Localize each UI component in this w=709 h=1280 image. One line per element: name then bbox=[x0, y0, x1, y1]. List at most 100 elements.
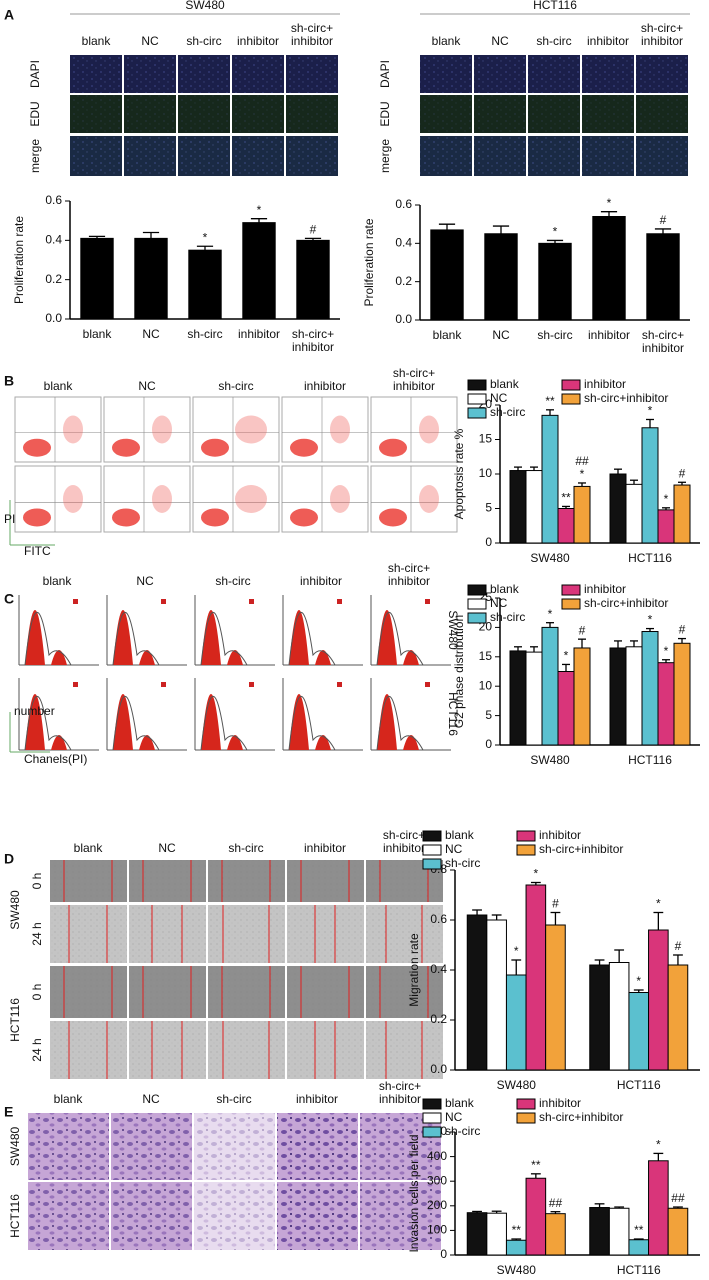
scratch-texture bbox=[287, 905, 364, 963]
error-bar bbox=[614, 949, 625, 963]
histogram-fit bbox=[376, 612, 424, 666]
micrograph-texture bbox=[286, 95, 338, 133]
histogram-fit bbox=[200, 696, 248, 751]
error-bar bbox=[614, 468, 622, 474]
error-bar bbox=[472, 1210, 482, 1213]
scratch-texture bbox=[366, 1021, 443, 1079]
cell-cluster bbox=[290, 508, 318, 527]
histogram-fit bbox=[288, 612, 336, 666]
bar bbox=[296, 239, 330, 320]
bar bbox=[545, 1213, 566, 1256]
significance: * bbox=[648, 613, 653, 627]
scratch-texture bbox=[129, 966, 206, 1018]
panel-label: C bbox=[4, 591, 14, 607]
stain-label: DAPI bbox=[378, 60, 392, 88]
condition-label: sh-circ+ inhibitor bbox=[641, 21, 683, 48]
y-tick-label: 0.0 bbox=[395, 312, 412, 326]
error-bar bbox=[653, 1152, 664, 1161]
bar bbox=[573, 485, 591, 544]
y-tick-label: 0.6 bbox=[395, 197, 412, 211]
condition-label: inhibitor bbox=[300, 574, 342, 588]
y-tick-label: 5 bbox=[485, 501, 492, 515]
significance: * bbox=[664, 644, 669, 658]
panel-label: B bbox=[4, 373, 14, 389]
cell-line-header: HCT116 bbox=[533, 0, 577, 12]
cycle-axis-label: number bbox=[14, 704, 55, 718]
legend-swatch bbox=[516, 1098, 536, 1110]
error-bar bbox=[304, 237, 322, 241]
time-label: 0 h bbox=[30, 984, 44, 1001]
y-tick-label: 400 bbox=[427, 1149, 447, 1163]
condition-label: inhibitor bbox=[237, 34, 279, 48]
error-bar bbox=[678, 637, 686, 644]
significance: # bbox=[679, 623, 686, 637]
micrograph-texture bbox=[420, 55, 472, 93]
micrograph-texture bbox=[70, 55, 122, 93]
bar bbox=[80, 237, 114, 320]
error-bar bbox=[88, 235, 106, 239]
cell-cluster bbox=[235, 415, 267, 444]
bar bbox=[657, 662, 675, 746]
error-bar bbox=[673, 954, 683, 965]
legend-label: sh-circ+inhibitor bbox=[584, 391, 668, 405]
bar bbox=[648, 1160, 669, 1256]
significance: # bbox=[579, 623, 586, 637]
condition-label: sh-circ bbox=[218, 379, 253, 393]
bar bbox=[673, 484, 691, 544]
bar bbox=[557, 508, 575, 544]
condition-label: sh-circ+ inhibitor bbox=[393, 366, 435, 393]
bar bbox=[484, 233, 518, 321]
x-tick-label: sh-circ+ inhibitor bbox=[642, 328, 684, 355]
x-tick-label: HCT116 bbox=[617, 1263, 661, 1277]
significance: * bbox=[648, 404, 653, 418]
bar bbox=[609, 473, 627, 544]
condition-label: blank bbox=[43, 574, 73, 588]
scratch-texture bbox=[287, 966, 364, 1018]
micrograph-texture bbox=[582, 95, 634, 133]
scratch-texture bbox=[366, 905, 443, 963]
histogram-fit bbox=[112, 612, 160, 666]
x-tick-label: HCT116 bbox=[617, 1078, 661, 1092]
x-tick-label: NC bbox=[142, 327, 160, 341]
error-bar bbox=[514, 646, 522, 651]
scratch-texture bbox=[208, 1021, 285, 1079]
error-bar bbox=[472, 909, 482, 915]
cell-cluster bbox=[290, 438, 318, 457]
micrograph-texture bbox=[528, 136, 580, 176]
hist-legend bbox=[337, 682, 342, 687]
x-tick-label: blank bbox=[83, 327, 113, 341]
micrograph-texture bbox=[232, 55, 284, 93]
error-bar bbox=[546, 239, 564, 244]
condition-label: sh-circ bbox=[215, 574, 250, 588]
y-tick-label: 0.0 bbox=[430, 1062, 447, 1076]
error-bar bbox=[614, 640, 622, 648]
stain-label: merge bbox=[378, 139, 392, 173]
legend-swatch bbox=[467, 407, 487, 419]
micrograph-texture bbox=[70, 136, 122, 176]
histogram-peak bbox=[25, 694, 67, 750]
error-bar bbox=[530, 1173, 541, 1179]
bar bbox=[525, 470, 543, 544]
micrograph-texture bbox=[286, 55, 338, 93]
cell-cluster bbox=[152, 415, 172, 444]
error-bar bbox=[594, 959, 605, 965]
bar bbox=[628, 1239, 650, 1256]
error-bar bbox=[438, 223, 456, 230]
bar bbox=[538, 242, 572, 321]
histogram-peak bbox=[289, 610, 331, 665]
condition-label: NC bbox=[491, 34, 509, 48]
y-tick-label: 0.6 bbox=[45, 193, 62, 207]
histogram-peak bbox=[377, 694, 419, 750]
significance: # bbox=[552, 897, 559, 911]
condition-label: blank bbox=[74, 841, 104, 855]
time-label: 0 h bbox=[30, 873, 44, 890]
error-bar bbox=[653, 911, 664, 930]
cell-cluster bbox=[419, 485, 439, 513]
histogram-peak bbox=[201, 694, 243, 750]
x-tick-label: blank bbox=[433, 328, 463, 342]
legend-swatch bbox=[467, 393, 487, 405]
legend-swatch bbox=[422, 1126, 442, 1138]
micrograph-texture bbox=[474, 95, 526, 133]
micrograph-texture bbox=[636, 55, 688, 93]
micrograph-texture bbox=[232, 95, 284, 133]
